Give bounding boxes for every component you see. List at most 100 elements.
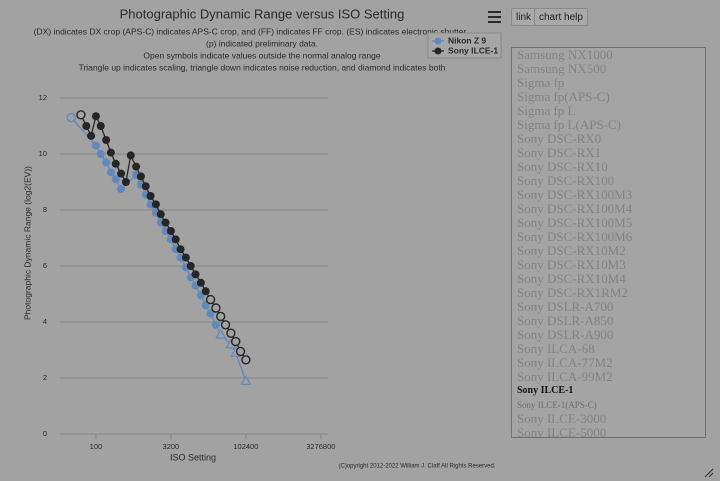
marker <box>211 320 220 329</box>
camera-option[interactable]: Sony DSC-RX100M4 <box>517 201 633 216</box>
camera-option[interactable]: Sony DSLR-A850 <box>517 313 614 328</box>
resize-handle[interactable] <box>704 468 714 478</box>
marker <box>166 227 175 235</box>
y-tick-label: 4 <box>43 317 47 326</box>
camera-option[interactable]: Sigma fp(APS-C) <box>517 89 610 104</box>
marker-open <box>216 311 226 322</box>
camera-option[interactable]: Sony DSC-RX10 <box>517 159 608 174</box>
camera-option[interactable]: Samsung NX500 <box>517 61 607 76</box>
camera-option[interactable]: Sigma fp L <box>517 103 576 118</box>
camera-option[interactable]: Sigma fp L(APS-C) <box>517 117 621 132</box>
camera-option[interactable]: Sony DSC-RX100M3 <box>517 187 633 202</box>
marker <box>121 178 130 186</box>
marker-open <box>76 110 86 120</box>
marker <box>117 185 126 193</box>
y-tick-label: 2 <box>43 373 47 382</box>
chart-title: Photographic Dynamic Range versus ISO Se… <box>120 6 405 21</box>
camera-option[interactable]: Sony ILCA-68 <box>517 341 595 356</box>
marker <box>111 175 120 184</box>
camera-option[interactable]: Sony DSLR-A700 <box>517 299 614 314</box>
camera-option[interactable]: Sony ILCE-1 <box>517 385 574 396</box>
camera-option[interactable]: Sony DSC-RX100 <box>517 173 615 188</box>
marker <box>111 159 120 168</box>
marker <box>91 141 100 150</box>
camera-option[interactable]: Sony DSC-RX10M4 <box>517 271 626 286</box>
marker <box>82 122 91 130</box>
series-line <box>80 114 247 361</box>
x-tick-label: 102400 <box>233 442 258 451</box>
marker <box>141 182 150 191</box>
chart-help-button[interactable]: chart help <box>534 8 588 26</box>
camera-option[interactable]: Sony DSC-RX1RM2 <box>517 285 628 300</box>
x-tick-label: 100 <box>90 442 103 451</box>
camera-option[interactable]: Sony DSC-RX0 <box>517 131 602 146</box>
chart-note: (p) indicated preliminary data. <box>206 38 318 48</box>
camera-option[interactable]: Sony ILCA-99M2 <box>517 369 613 384</box>
marker <box>176 245 185 254</box>
camera-option[interactable]: Sony ILCA-77M2 <box>517 355 613 370</box>
marker-open <box>211 303 221 313</box>
chart-note: (DX) indicates DX crop (APS-C) indicates… <box>34 26 467 36</box>
camera-option[interactable]: Sony ILCE-3000 <box>517 411 607 426</box>
chart-note: Open symbols indicate values outside the… <box>143 50 380 60</box>
marker <box>91 112 100 121</box>
marker <box>186 262 195 270</box>
camera-option[interactable]: Sony ILCE-1(APS-C) <box>517 400 597 410</box>
marker-open <box>226 328 236 338</box>
marker-triangle <box>240 375 252 385</box>
marker <box>201 287 210 296</box>
camera-option[interactable]: Sony DSC-RX100M6 <box>517 229 633 244</box>
marker-open <box>231 336 241 347</box>
camera-option[interactable]: Sony DSC-RX10M2 <box>517 243 626 258</box>
camera-option[interactable]: Sony DSC-RX100M5 <box>517 215 633 230</box>
marker <box>181 253 190 262</box>
x-tick-label: 3276800 <box>306 442 335 451</box>
marker <box>146 192 155 200</box>
marker-open <box>241 355 251 365</box>
marker <box>87 131 96 140</box>
copyright: (C)opyright 2012-2022 William J. Claff A… <box>339 464 496 470</box>
camera-list[interactable]: Samsung NX1000 Samsung NX500 Sigma fp Sigma… <box>511 47 706 438</box>
legend-box <box>427 32 502 59</box>
y-tick-label: 6 <box>43 261 47 270</box>
marker <box>106 148 115 157</box>
marker-open <box>235 346 246 357</box>
legend-label: Sony ILCE-1 <box>448 45 498 55</box>
camera-option[interactable]: Sony DSC-RX1 <box>517 145 602 160</box>
marker <box>151 200 160 209</box>
marker <box>96 122 105 130</box>
marker-open <box>205 294 216 305</box>
marker-triangle <box>215 328 227 339</box>
marker <box>161 218 170 227</box>
legend-marker <box>434 37 442 45</box>
x-axis-label: ISO Setting <box>170 452 216 462</box>
marker <box>136 172 145 181</box>
x-tick-label: 3200 <box>163 442 180 451</box>
marker <box>206 309 215 318</box>
camera-option[interactable]: Sigma fp <box>517 75 565 90</box>
camera-option[interactable]: Sony ILCE-5000 <box>517 425 607 438</box>
marker <box>102 158 111 167</box>
camera-option[interactable]: Sony DSLR-A900 <box>517 327 614 342</box>
legend-marker <box>434 47 442 55</box>
marker-open <box>220 320 231 330</box>
y-tick-label: 0 <box>43 429 47 438</box>
marker <box>102 136 111 144</box>
marker-open <box>66 112 76 123</box>
camera-option[interactable]: Samsung NX1000 <box>517 47 613 62</box>
y-tick-label: 10 <box>39 149 47 158</box>
menu-icon[interactable] <box>488 11 501 23</box>
y-axis-label: Photographic Dynamic Range (log2(EV)) <box>22 166 32 320</box>
marker <box>96 150 105 158</box>
marker <box>196 278 205 287</box>
legend-label: Nikon Z 9 <box>448 35 487 45</box>
chart-note: Triangle up indicates scaling, triangle … <box>79 62 446 72</box>
camera-option[interactable]: Sony DSC-RX10M3 <box>517 257 626 272</box>
y-tick-label: 8 <box>43 205 47 214</box>
marker <box>191 270 200 279</box>
y-tick-label: 12 <box>39 93 47 102</box>
chart: Photographic Dynamic Range versus ISO Se… <box>22 6 502 470</box>
link-button[interactable]: link <box>511 8 537 26</box>
